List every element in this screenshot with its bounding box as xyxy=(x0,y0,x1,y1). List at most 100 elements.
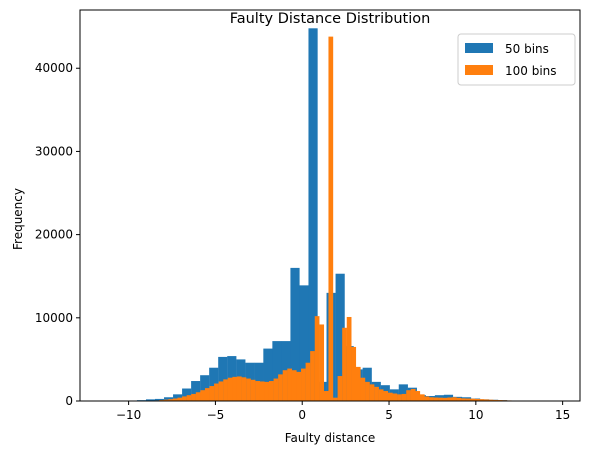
legend-label-100-bins: 100 bins xyxy=(505,64,557,78)
histogram-bar xyxy=(383,391,389,401)
histogram-bar xyxy=(200,375,210,401)
histogram-bar xyxy=(369,384,375,401)
histogram-bar xyxy=(335,273,345,401)
histogram-bar xyxy=(241,377,247,401)
histogram-bar xyxy=(282,370,288,401)
histogram-bar xyxy=(236,376,242,401)
histogram-bar xyxy=(264,381,270,401)
histogram-bar xyxy=(360,377,366,401)
histogram-bar xyxy=(299,285,309,401)
histogram-bar xyxy=(429,397,434,401)
x-axis-label: Faulty distance xyxy=(285,431,376,445)
histogram-bar xyxy=(218,356,228,401)
histogram-bar xyxy=(474,398,480,401)
histogram-bar xyxy=(182,388,192,401)
histogram-bar xyxy=(310,351,315,401)
histogram-bar xyxy=(182,396,187,401)
histogram-bar xyxy=(232,376,238,401)
legend-label-50-bins: 50 bins xyxy=(505,42,549,56)
histogram-bar xyxy=(301,368,306,401)
histogram-bar xyxy=(204,388,210,401)
histogram-bar xyxy=(424,396,430,401)
histogram-bar xyxy=(355,366,361,401)
histogram-bar xyxy=(488,399,494,401)
histogram-bar xyxy=(328,36,334,402)
histogram-bar xyxy=(456,397,462,401)
histogram-bar xyxy=(191,381,201,401)
histogram-bar xyxy=(172,398,178,401)
histogram-bar xyxy=(163,399,169,401)
histogram-bar xyxy=(200,390,206,401)
histogram-bar xyxy=(461,398,466,401)
x-tick-label: 10 xyxy=(468,408,483,422)
histogram-bar xyxy=(406,390,411,401)
histogram-bar xyxy=(351,346,357,401)
histogram-bar xyxy=(250,379,256,401)
histogram-bar xyxy=(177,397,183,401)
histogram-bar xyxy=(465,398,471,401)
series-100-bins xyxy=(145,36,558,402)
histogram-bar xyxy=(155,398,165,401)
histogram-bar xyxy=(387,392,393,401)
y-tick-label: 10000 xyxy=(35,311,73,325)
histogram-bar xyxy=(278,374,283,401)
histogram-bar xyxy=(438,397,443,401)
x-tick-label: 5 xyxy=(385,408,393,422)
histogram-bar xyxy=(447,397,453,401)
histogram-bar xyxy=(218,381,224,401)
y-tick-label: 40000 xyxy=(35,61,73,75)
histogram-bar xyxy=(191,393,196,401)
histogram-bar xyxy=(227,377,233,401)
histogram-bar xyxy=(397,394,402,401)
histogram-bar xyxy=(401,393,407,401)
histogram-bar xyxy=(392,393,398,401)
histogram-bar xyxy=(145,399,156,401)
x-tick-label: −5 xyxy=(207,408,225,422)
histogram-bar xyxy=(346,316,352,401)
histogram-bar xyxy=(246,378,251,401)
x-tick-label: −10 xyxy=(116,408,141,422)
histogram-bar xyxy=(296,371,302,401)
histogram-bar xyxy=(470,398,475,401)
histogram-bar xyxy=(398,384,408,401)
histogram-bar xyxy=(259,381,265,401)
histogram-bar xyxy=(442,397,448,401)
histogram-bar xyxy=(479,399,485,401)
histogram-bar xyxy=(333,397,338,401)
histogram-bar xyxy=(433,397,439,401)
histogram-bar xyxy=(374,386,379,401)
x-tick-label: 0 xyxy=(298,408,306,422)
histogram-bar xyxy=(263,348,273,401)
histogram-bar xyxy=(342,327,347,401)
histogram-bar xyxy=(337,376,343,401)
histogram-bar xyxy=(419,394,425,401)
histogram-bar xyxy=(308,28,318,402)
histogram-bar xyxy=(305,362,311,401)
y-tick-label: 30000 xyxy=(35,144,73,158)
histogram-bar xyxy=(195,392,201,401)
legend-swatch-50-bins xyxy=(465,43,493,53)
histogram-bar xyxy=(287,368,293,401)
histogram-bar xyxy=(323,391,329,401)
y-tick-label: 0 xyxy=(65,394,73,408)
histogram-bar xyxy=(314,316,320,401)
legend: 50 bins 100 bins xyxy=(457,33,576,86)
histogram-bar xyxy=(273,378,279,401)
histogram-bar xyxy=(378,389,384,401)
histogram-bar xyxy=(186,395,192,401)
histogram-bar xyxy=(173,394,183,401)
histogram-bar xyxy=(365,381,370,401)
histogram-bar xyxy=(268,381,274,401)
axes-frame xyxy=(79,9,581,402)
histogram-bar xyxy=(168,399,174,401)
histogram-bar xyxy=(272,341,282,401)
histogram-bar xyxy=(209,386,215,401)
histogram-bar xyxy=(451,397,457,401)
x-tick-label: 15 xyxy=(555,408,570,422)
chart-title: Faulty Distance Distribution xyxy=(230,11,431,27)
histogram-bar xyxy=(290,267,300,401)
histogram-bar xyxy=(209,367,219,401)
legend-swatch-100-bins xyxy=(465,65,493,75)
histogram-bar xyxy=(415,391,421,401)
